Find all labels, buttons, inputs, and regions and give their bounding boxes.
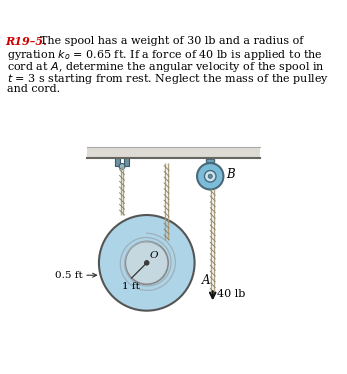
Circle shape: [119, 163, 125, 169]
Text: gyration $k_o$ = 0.65 ft. If a force of 40 lb is applied to the: gyration $k_o$ = 0.65 ft. If a force of …: [7, 48, 323, 62]
Text: 40 lb: 40 lb: [217, 289, 245, 299]
Text: cord at $A$, determine the angular velocity of the spool in: cord at $A$, determine the angular veloc…: [7, 60, 325, 74]
Text: 1 ft: 1 ft: [122, 282, 139, 291]
Text: O: O: [150, 251, 159, 260]
Bar: [206, 159, 214, 162]
Circle shape: [125, 241, 168, 284]
Text: 0.5 ft: 0.5 ft: [55, 271, 83, 280]
Bar: [116, 158, 120, 166]
Text: $t$ = 3 s starting from rest. Neglect the mass of the pulley: $t$ = 3 s starting from rest. Neglect th…: [7, 72, 329, 86]
Circle shape: [208, 174, 212, 178]
Text: A: A: [202, 274, 210, 287]
Bar: [86, 147, 260, 158]
Text: and cord.: and cord.: [7, 84, 60, 94]
Bar: [124, 158, 129, 166]
Text: B: B: [226, 168, 235, 181]
Text: The spool has a weight of 30 lb and a radius of: The spool has a weight of 30 lb and a ra…: [33, 36, 303, 46]
Circle shape: [99, 215, 195, 311]
Circle shape: [197, 163, 223, 190]
Text: R19–5.: R19–5.: [5, 36, 47, 47]
Circle shape: [204, 171, 216, 182]
Circle shape: [144, 261, 149, 265]
